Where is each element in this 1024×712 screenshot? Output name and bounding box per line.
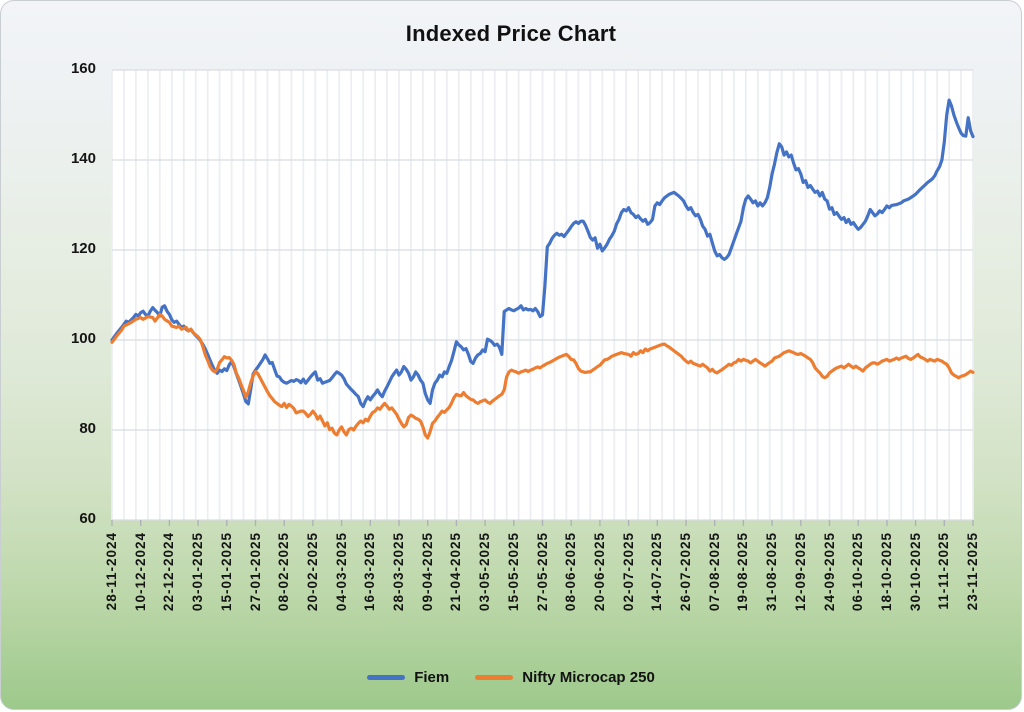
x-axis-tick-label: 30-10-2025 <box>907 532 923 612</box>
x-axis-tick-label: 27-01-2025 <box>247 532 263 612</box>
x-axis-tick-label: 11-11-2025 <box>936 532 952 610</box>
x-axis-tick-label: 04-03-2025 <box>333 532 349 612</box>
y-axis-label: 100 <box>70 330 96 347</box>
legend-item-fiem[interactable]: Fiem <box>367 669 449 686</box>
x-axis-tick-label: 24-09-2025 <box>821 532 837 612</box>
legend-item-nifty-microcap-250[interactable]: Nifty Microcap 250 <box>475 669 655 686</box>
legend-line-swatch-nifty-microcap-250 <box>475 674 514 681</box>
vertical-gridlines <box>111 70 974 520</box>
x-axis-tick-label: 07-08-2025 <box>706 532 722 612</box>
x-axis-tick-label: 03-05-2025 <box>477 532 493 612</box>
x-axis-tick-label: 10-12-2024 <box>132 532 148 612</box>
x-axis-tick-label: 20-06-2025 <box>591 532 607 612</box>
legend: Fiem Nifty Microcap 250 <box>1 669 1021 686</box>
x-axis-tick-label: 15-05-2025 <box>505 532 521 612</box>
x-axis-tick-label: 27-05-2025 <box>534 532 550 612</box>
x-axis-tick-label: 19-08-2025 <box>735 532 751 612</box>
x-axis-tick-label: 23-11-2025 <box>965 532 980 611</box>
x-axis-tick-label: 06-10-2025 <box>850 532 866 612</box>
y-axis-label: 160 <box>70 60 96 77</box>
y-axis-label: 120 <box>70 240 96 257</box>
x-axis-tick-label: 26-07-2025 <box>678 532 693 612</box>
x-axis-tick-label: 08-02-2025 <box>276 532 292 612</box>
x-axis-tick-label: 16-03-2025 <box>362 532 378 612</box>
x-axis-tick-label: 18-10-2025 <box>878 532 894 612</box>
x-axis-tick-label: 08-06-2025 <box>563 532 579 612</box>
x-axis-tick-label: 28-03-2025 <box>391 532 406 612</box>
y-axis-label: 80 <box>79 420 96 437</box>
x-axis-tick-label: 15-01-2025 <box>218 532 234 612</box>
legend-label-nifty-microcap-250: Nifty Microcap 250 <box>522 669 655 686</box>
x-axis-tick-label: 22-12-2024 <box>161 532 177 612</box>
fiem-line-series <box>110 98 975 409</box>
x-axis-tick-label: 09-04-2025 <box>419 532 435 612</box>
x-axis-tick-label: 03-01-2025 <box>190 532 206 612</box>
x-axis-tick-label: 02-07-2025 <box>620 532 636 612</box>
chart-title: Indexed Price Chart <box>405 21 617 46</box>
x-axis-tick-label: 31-08-2025 <box>764 532 780 612</box>
x-axis-tick-label: 14-07-2025 <box>649 532 665 612</box>
x-axis-tick-marks <box>111 520 974 526</box>
x-axis-tick-label: 21-04-2025 <box>448 532 464 612</box>
x-axis-tick-label: 12-09-2025 <box>792 532 808 612</box>
x-axis-tick-label: 20-02-2025 <box>304 532 320 612</box>
legend-line-swatch-fiem <box>367 674 406 681</box>
y-axis-label: 140 <box>70 150 96 167</box>
y-axis-label: 60 <box>79 510 96 527</box>
legend-label-fiem: Fiem <box>414 669 450 686</box>
x-axis-tick-label: 28-11-2024 <box>104 532 119 611</box>
nifty-microcap-250-line-series <box>110 312 975 440</box>
